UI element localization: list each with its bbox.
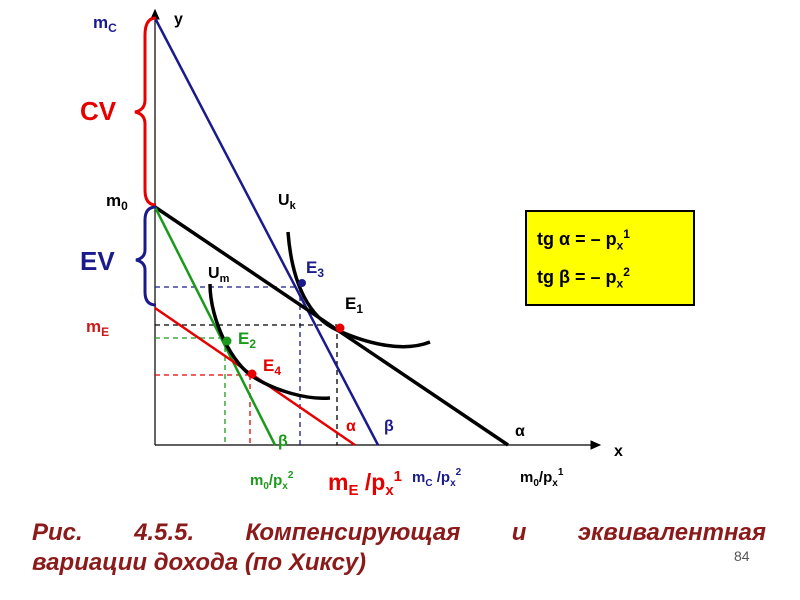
label-uk: Uk — [278, 192, 297, 212]
label-alpha-black: α — [515, 423, 525, 440]
label-m0-px1: m0/px1 — [520, 467, 564, 489]
label-me: mE — [86, 317, 109, 339]
label-mc-px2: mC /px2 — [412, 467, 462, 489]
label-e3: E3 — [306, 258, 324, 280]
caption-line-2: вариации дохода (по Хиксу) — [32, 549, 367, 576]
formula-beta: tg β = – px2 — [537, 265, 630, 291]
caption-word: и — [511, 519, 527, 546]
label-me-px1: mE /px1 — [328, 468, 402, 499]
indifference-curve-uk — [286, 231, 431, 349]
page-number: 84 — [734, 548, 750, 564]
label-m0: m0 — [106, 191, 128, 213]
label-m0-px2: m0/px2 — [250, 470, 294, 492]
label-beta-green: β — [278, 433, 288, 450]
y-axis-label: y — [174, 11, 183, 28]
label-ev: EV — [80, 246, 115, 276]
formula-box: tg α = – px1 tg β = – px2 — [525, 210, 695, 306]
point-e3 — [298, 279, 306, 287]
label-beta-blue: β — [384, 418, 394, 435]
indifference-curve-um — [208, 283, 331, 400]
caption-line-1: Рис. 4.5.5. Компенсирующая и эквивалентн… — [32, 518, 766, 548]
brace-cv — [134, 16, 157, 207]
label-e4: E4 — [263, 356, 281, 378]
budget-line-blue — [153, 17, 380, 446]
brace-ev — [135, 205, 157, 307]
caption-word: 4.5.5. — [134, 519, 195, 546]
label-cv: CV — [80, 96, 117, 126]
caption-word: Рис. — [32, 519, 83, 546]
point-e4 — [247, 369, 257, 379]
label-e2: E2 — [238, 329, 256, 351]
point-e2 — [222, 336, 232, 346]
caption-word: эквивалентная — [577, 519, 766, 546]
label-mc: mC — [93, 13, 117, 35]
formula-alpha: tg α = – px1 — [537, 227, 630, 253]
figure-caption: Рис. 4.5.5. Компенсирующая и эквивалентн… — [32, 518, 766, 578]
label-alpha-red: α — [346, 418, 356, 435]
point-e1 — [335, 323, 345, 333]
label-um: Um — [208, 265, 230, 285]
caption-word: Компенсирующая — [245, 519, 461, 546]
label-e1: E1 — [345, 294, 363, 316]
x-axis-label: x — [614, 443, 623, 460]
budget-line-green — [153, 206, 277, 446]
